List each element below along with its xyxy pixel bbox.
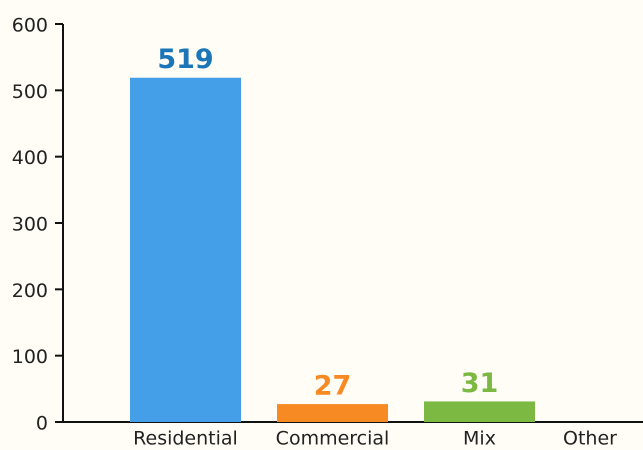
- x-tick-label: Residential: [133, 428, 238, 450]
- x-tick-label: Mix: [463, 428, 496, 450]
- y-tick-label: 100: [12, 346, 48, 368]
- value-label: 31: [461, 368, 499, 399]
- y-tick-label: 500: [12, 81, 48, 103]
- x-tick-label: Other: [563, 428, 617, 450]
- x-tick-label: Commercial: [276, 428, 390, 450]
- y-tick-label: 300: [12, 214, 48, 236]
- bar: [130, 77, 241, 422]
- bar: [424, 401, 535, 422]
- y-tick-label: 200: [12, 280, 48, 302]
- value-label: 519: [157, 44, 213, 75]
- value-label: 27: [314, 371, 352, 402]
- y-tick-label: 600: [12, 15, 48, 37]
- y-tick-label: 0: [36, 413, 48, 435]
- bar: [277, 404, 388, 422]
- y-tick-label: 400: [12, 147, 48, 169]
